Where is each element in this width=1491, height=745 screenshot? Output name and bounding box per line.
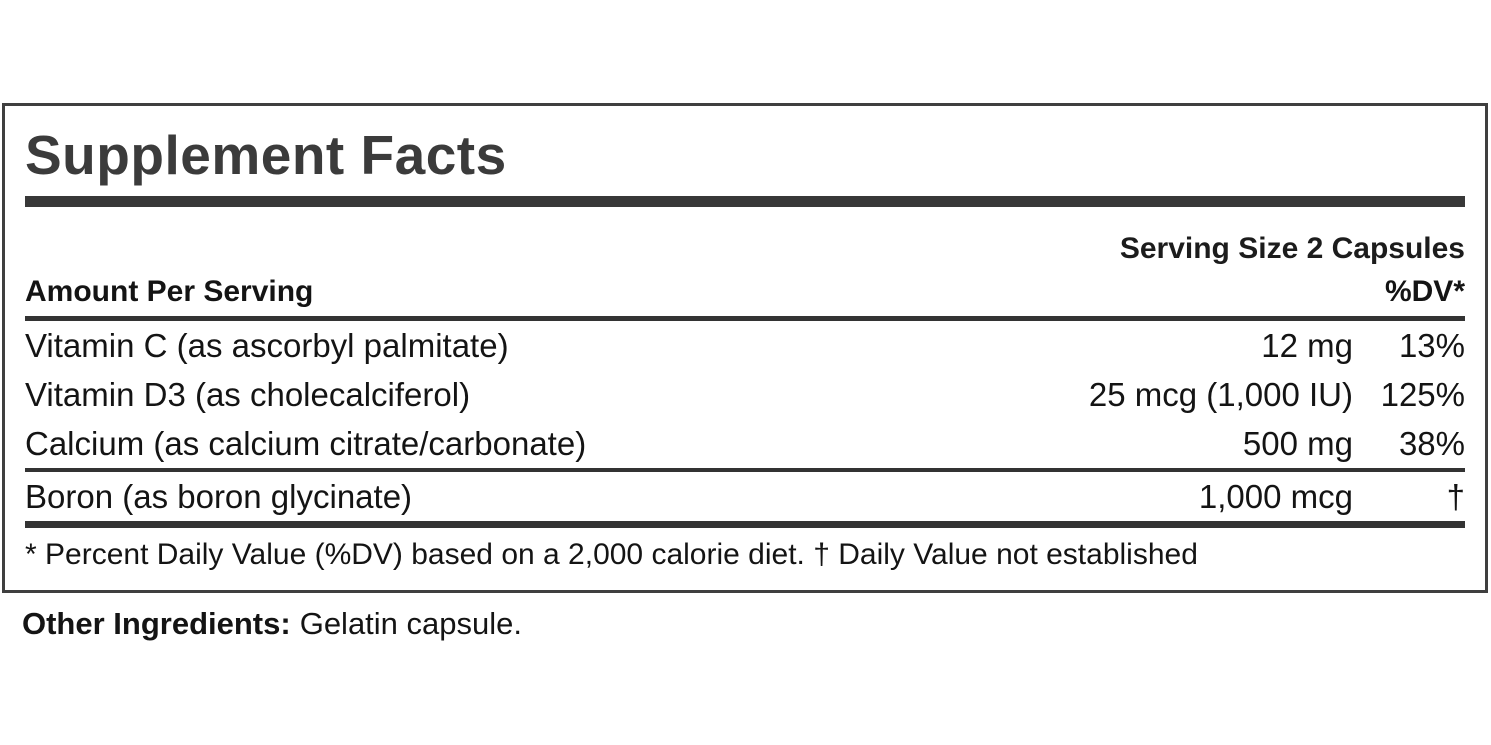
title-divider-bar xyxy=(25,196,1465,207)
nutrient-rows: Vitamin C (as ascorbyl palmitate) 12 mg … xyxy=(25,321,1465,521)
nutrient-dv: 125% xyxy=(1380,376,1465,413)
nutrient-amount: 1,000 mcg xyxy=(1198,478,1353,515)
footnote-divider-bar xyxy=(25,521,1465,528)
nutrient-row-calcium: Calcium (as calcium citrate/carbonate) 5… xyxy=(25,419,1465,468)
row-divider xyxy=(25,468,1465,472)
other-ingredients-value: Gelatin capsule. xyxy=(299,606,523,641)
header-divider xyxy=(25,316,1465,321)
nutrient-amount: 25 mcg (1,000 IU) xyxy=(1088,376,1353,413)
nutrient-row-vitamin-d3: Vitamin D3 (as cholecalciferol) 25 mcg (… xyxy=(25,370,1465,419)
nutrient-name: Vitamin C (as ascorbyl palmitate) xyxy=(25,327,509,364)
panel-title: Supplement Facts xyxy=(25,124,507,186)
nutrient-dv: 38% xyxy=(1398,425,1465,462)
other-ingredients-line: Other Ingredients: Gelatin capsule. xyxy=(22,605,522,642)
supplement-facts-panel: Supplement Facts Serving Size 2 Capsules… xyxy=(2,103,1488,593)
nutrient-name: Vitamin D3 (as cholecalciferol) xyxy=(25,376,471,413)
nutrient-name: Calcium (as calcium citrate/carbonate) xyxy=(25,425,587,462)
nutrient-dv: 13% xyxy=(1398,327,1465,364)
nutrient-name: Boron (as boron glycinate) xyxy=(25,478,413,515)
nutrient-amount: 12 mg xyxy=(1261,327,1353,364)
dv-column-header: %DV* xyxy=(1384,275,1465,308)
amount-per-serving-header: Amount Per Serving xyxy=(25,275,314,308)
other-ingredients-label: Other Ingredients: xyxy=(22,606,291,641)
nutrient-amount: 500 mg xyxy=(1242,425,1353,462)
nutrient-row-vitamin-c: Vitamin C (as ascorbyl palmitate) 12 mg … xyxy=(25,321,1465,370)
nutrient-row-boron: Boron (as boron glycinate) 1,000 mcg † xyxy=(25,472,1465,521)
daily-value-footnote: * Percent Daily Value (%DV) based on a 2… xyxy=(25,538,1198,571)
nutrient-dv: † xyxy=(1446,478,1465,515)
column-header-row: Amount Per Serving %DV* xyxy=(25,275,1465,308)
serving-size-text: Serving Size 2 Capsules xyxy=(1119,232,1465,265)
